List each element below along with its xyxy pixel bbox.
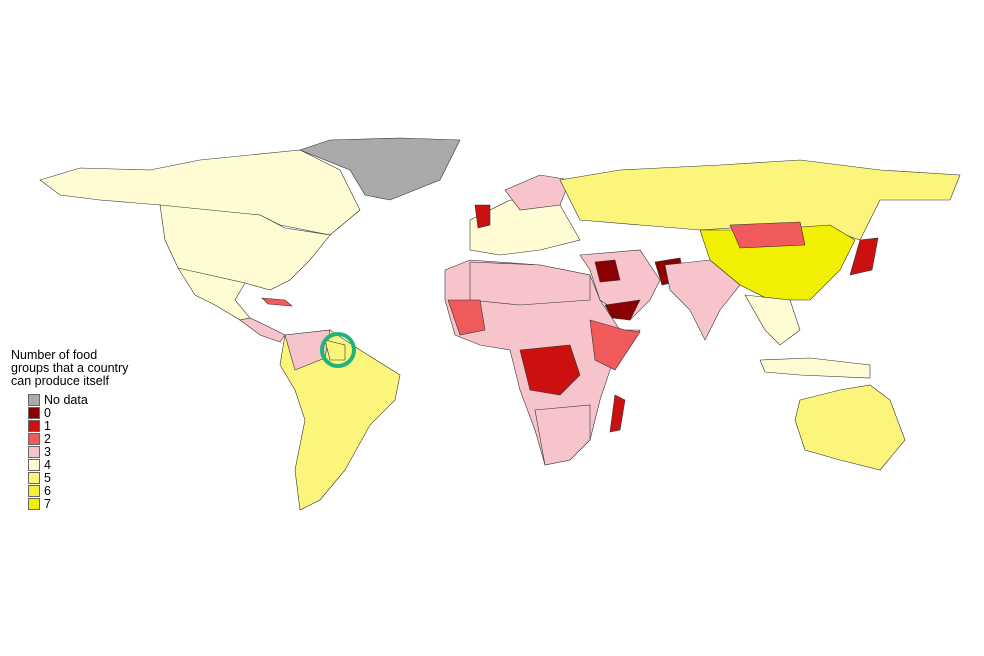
legend-item: 3 [28,444,88,459]
guiana [324,339,346,361]
legend-swatch [28,393,40,406]
west-africa [447,299,486,336]
cuba [261,297,293,307]
legend-item: 4 [28,457,88,472]
legend-swatch [28,406,40,419]
indonesia [759,357,871,379]
russia [559,159,961,241]
legend-label: 7 [44,496,51,511]
legend-swatch [28,471,40,484]
legend-swatch [28,497,40,510]
legend-swatch [28,432,40,445]
iraq [594,259,621,283]
legend-item: No data [28,392,88,407]
japan [849,237,879,276]
yemen [604,299,641,321]
legend-item: 0 [28,405,88,420]
legend-item: 5 [28,470,88,485]
countries [39,137,961,511]
legend-label: 3 [44,444,51,459]
central-africa [519,344,581,396]
legend-swatch [28,458,40,471]
legend-label: 4 [44,457,51,472]
south-america [279,329,401,511]
legend-label: No data [44,392,88,407]
usa [159,204,331,291]
southern-africa [534,404,591,466]
highlight-circle [320,332,356,368]
greenland [299,137,461,201]
legend-item: 2 [28,431,88,446]
horn-of-africa [589,319,641,371]
legend-item: 1 [28,418,88,433]
legend-title: Number of food groups that a country can… [11,348,129,388]
legend-swatch [28,445,40,458]
legend-swatch [28,484,40,497]
legend-label: 1 [44,418,51,433]
mongolia [729,221,806,249]
legend-label: 0 [44,405,51,420]
southeast-asia [744,294,801,346]
north-africa [469,261,591,306]
legend-label: 5 [44,470,51,485]
scandinavia [504,174,571,211]
legend-swatch [28,419,40,432]
central-america [239,317,286,343]
legend-item: 6 [28,483,88,498]
legend: No data 0 1 2 3 4 5 6 7 [28,392,88,511]
legend-label: 2 [44,431,51,446]
legend-label: 6 [44,483,51,498]
uk [474,204,491,229]
madagascar [609,394,626,433]
legend-item: 7 [28,496,88,511]
australia [794,384,906,471]
